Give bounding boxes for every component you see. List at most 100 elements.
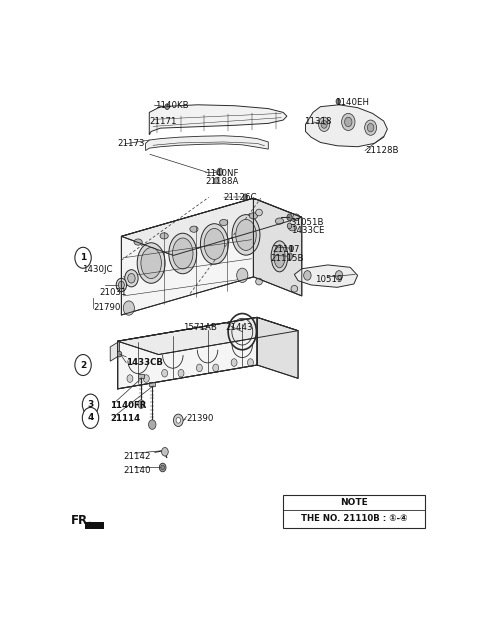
Polygon shape [118,318,298,355]
Ellipse shape [256,279,263,285]
Circle shape [365,120,377,136]
Ellipse shape [274,245,285,268]
Circle shape [83,407,99,428]
Polygon shape [149,382,155,386]
Circle shape [288,223,292,228]
Text: 21188A: 21188A [205,178,239,186]
Circle shape [342,113,355,131]
Ellipse shape [236,219,256,251]
Circle shape [214,178,218,183]
Circle shape [248,359,253,366]
Ellipse shape [204,228,225,259]
Text: 21173: 21173 [118,139,145,149]
Text: 1140EH: 1140EH [335,98,369,107]
Ellipse shape [190,226,198,232]
Circle shape [319,117,330,131]
Polygon shape [121,198,302,256]
Circle shape [162,370,168,377]
Circle shape [161,465,165,470]
Polygon shape [121,198,253,315]
Text: 21115B: 21115B [270,254,304,263]
Circle shape [116,279,127,292]
Text: 21114: 21114 [110,414,140,423]
Polygon shape [305,105,387,147]
Circle shape [367,123,374,132]
Circle shape [288,253,292,260]
Circle shape [321,120,327,128]
Circle shape [213,364,219,371]
Circle shape [231,359,237,366]
Circle shape [289,245,294,251]
Text: 2: 2 [80,360,86,370]
Text: NOTE: NOTE [340,498,368,506]
Text: 21031: 21031 [99,288,127,297]
Ellipse shape [256,209,263,216]
Ellipse shape [169,233,197,274]
Ellipse shape [249,213,258,219]
Circle shape [336,98,340,105]
Circle shape [119,281,124,288]
Circle shape [217,168,223,176]
Circle shape [75,248,91,268]
Text: 1140FR: 1140FR [110,401,146,410]
Polygon shape [283,495,424,528]
Circle shape [162,448,168,456]
Text: THE NO. 21110B : ①-④: THE NO. 21110B : ①-④ [300,514,407,523]
Circle shape [144,374,149,383]
Ellipse shape [219,219,228,225]
Text: 4: 4 [87,413,94,422]
Text: 21126C: 21126C [224,193,257,202]
Polygon shape [149,105,287,135]
Ellipse shape [172,238,193,269]
Circle shape [123,301,134,315]
Text: 21790: 21790 [94,303,121,313]
Ellipse shape [137,243,165,284]
Circle shape [127,374,133,383]
Circle shape [173,414,183,426]
Text: 21390: 21390 [186,414,214,423]
Text: 11318: 11318 [304,118,331,126]
Circle shape [83,394,99,415]
Ellipse shape [160,233,168,239]
Text: 1: 1 [80,253,86,262]
Ellipse shape [201,223,228,264]
Text: 31051B: 31051B [290,217,324,227]
Circle shape [304,271,311,280]
Text: 21140: 21140 [123,466,151,475]
Text: FR.: FR. [71,514,93,527]
Polygon shape [110,341,120,361]
Ellipse shape [232,215,260,255]
Polygon shape [257,318,298,378]
Polygon shape [145,136,268,150]
Text: 1140NF: 1140NF [205,169,239,178]
Text: 21142: 21142 [123,452,151,461]
Text: 21117: 21117 [272,245,300,254]
Text: 1430JC: 1430JC [83,265,113,274]
Ellipse shape [293,214,300,220]
Ellipse shape [288,225,297,231]
Text: 1140KB: 1140KB [155,101,189,110]
Circle shape [178,370,184,377]
Text: 3: 3 [87,400,94,409]
Circle shape [117,351,122,357]
Circle shape [287,214,292,220]
Circle shape [138,400,144,409]
Ellipse shape [134,239,142,245]
Circle shape [176,417,180,423]
Text: 21171: 21171 [149,118,177,126]
Ellipse shape [141,248,161,279]
Circle shape [345,117,352,127]
Polygon shape [138,374,144,378]
Text: 21443: 21443 [226,323,253,332]
Circle shape [165,104,169,110]
Circle shape [196,364,203,371]
Polygon shape [253,198,302,296]
Circle shape [159,463,166,472]
Circle shape [125,270,138,287]
Circle shape [75,355,91,376]
Text: 1433CE: 1433CE [290,226,324,235]
Circle shape [237,268,248,282]
Ellipse shape [276,218,284,224]
Ellipse shape [271,241,288,272]
Circle shape [128,274,135,283]
